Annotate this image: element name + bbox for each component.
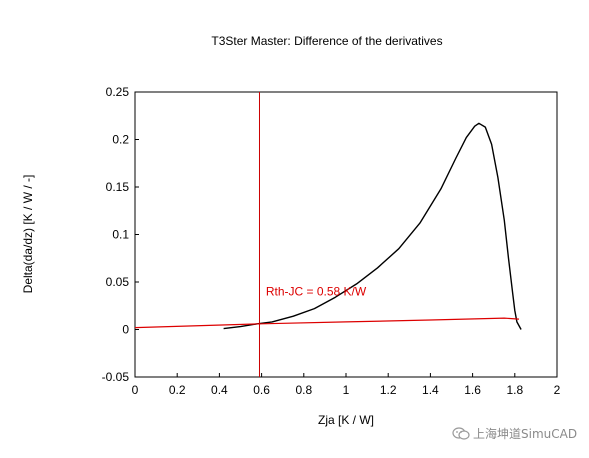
series-layer [134, 122, 522, 330]
y-tick-label: 0.25 [106, 85, 130, 99]
x-tick-label: 1.8 [506, 383, 523, 397]
y-tick-labels: -0.05 0 0.05 0.1 0.15 0.2 0.25 [102, 85, 139, 384]
y-tick-label: 0.05 [106, 275, 130, 289]
x-tick-label: 1.4 [422, 383, 439, 397]
x-tick-label: 1.2 [380, 383, 397, 397]
y-tick-label: 0.15 [106, 180, 130, 194]
y-axis-label: Delta(da/dz) [K / W / -] [21, 175, 35, 294]
y-tick-label: 0 [122, 323, 129, 337]
x-tick-label: 0.2 [169, 383, 186, 397]
wechat-icon [452, 427, 470, 440]
series-line-delta [223, 122, 522, 330]
x-tick-label: 0 [132, 383, 139, 397]
y-tick-label: 0.2 [112, 133, 129, 147]
x-tick-label: 0.4 [211, 383, 228, 397]
x-tick-label: 0.8 [295, 383, 312, 397]
chart-title: T3Ster Master: Difference of the derivat… [211, 34, 442, 48]
y-tick-label: 0.1 [112, 228, 129, 242]
watermark: 上海坤道SimuCAD [452, 425, 577, 442]
y-tick-label: -0.05 [102, 370, 130, 384]
x-tick-label: 0.6 [253, 383, 270, 397]
series-line-reference [134, 317, 520, 329]
x-tick-label: 2 [554, 383, 561, 397]
x-tick-label: 1 [343, 383, 350, 397]
plot-area [134, 91, 558, 378]
x-tick-labels: 0 0.2 0.4 0.6 0.8 1 1.2 1.4 1.6 1.8 2 [132, 373, 561, 397]
watermark-text: 上海坤道SimuCAD [473, 427, 578, 441]
rth-jc-annotation: Rth-JC = 0.58 K/W [266, 284, 367, 298]
x-tick-label: 1.6 [464, 383, 481, 397]
x-axis-label: Zja [K / W] [318, 413, 374, 427]
